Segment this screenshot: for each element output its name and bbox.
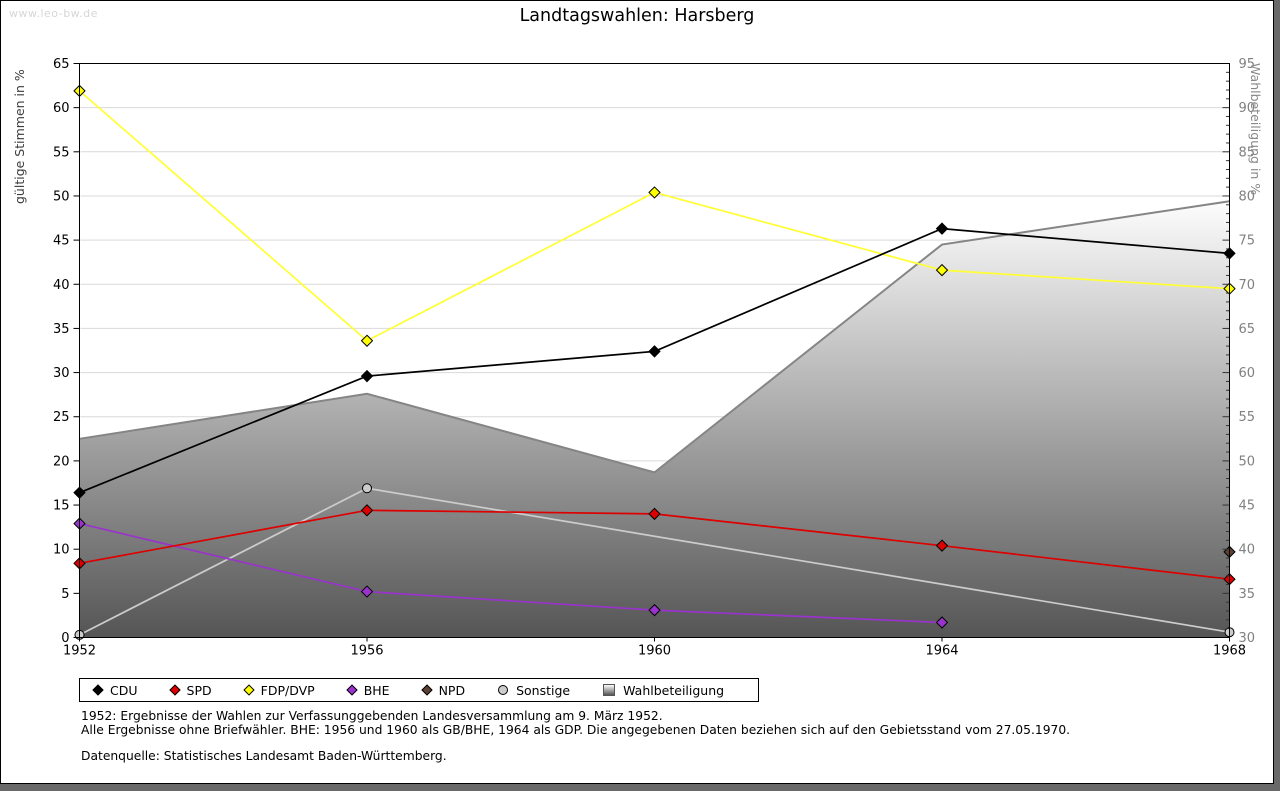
legend-label: FDP/DVP: [260, 682, 315, 698]
left-tick-label: 35: [53, 322, 70, 337]
left-tick-label: 15: [53, 499, 70, 514]
marker-sonstige: [362, 483, 372, 494]
right-tick-label: 80: [1239, 189, 1256, 204]
marker-fdp/dvp: [935, 263, 949, 277]
left-tick-label: 40: [53, 278, 70, 293]
left-tick-label: 25: [53, 410, 70, 425]
legend-item-spd: SPD: [168, 682, 212, 698]
bhe-marker-icon: [346, 684, 358, 696]
legend-item-npd: NPD: [420, 682, 466, 698]
right-tick-label: 45: [1239, 499, 1256, 514]
legend-label: Sonstige: [516, 682, 571, 698]
marker-bhe: [648, 603, 661, 617]
legend-item-bhe: BHE: [346, 682, 390, 698]
sonstige-marker-icon: [498, 685, 509, 695]
left-axis-title: gültige Stimmen in %: [12, 69, 27, 204]
right-tick-label: 95: [1239, 57, 1256, 72]
left-tick-label: 65: [53, 57, 70, 72]
left-tick-label: 60: [53, 101, 70, 116]
left-tick-label: 20: [53, 454, 70, 469]
legend-label: NPD: [438, 682, 466, 698]
legend-label: Wahlbeteiligung: [623, 682, 725, 698]
left-tick-label: 50: [53, 189, 70, 204]
footnote-line-2: Alle Ergebnisse ohne Briefwähler. BHE: 1…: [81, 722, 1071, 737]
marker-spd: [648, 507, 661, 521]
npd-marker-icon: [420, 684, 433, 696]
x-tick-label: 1952: [63, 644, 96, 659]
marker-fdp/dvp: [648, 186, 661, 199]
spd-marker-icon: [168, 684, 181, 696]
right-tick-label: 90: [1239, 101, 1256, 116]
right-tick-label: 70: [1239, 278, 1256, 293]
right-tick-label: 30: [1239, 631, 1256, 646]
right-tick-label: 40: [1239, 543, 1256, 558]
legend-item-fdp: FDP/DVP: [242, 682, 315, 698]
marker-spd: [360, 504, 374, 517]
legend-item-cdu: CDU: [92, 682, 138, 698]
marker-cdu: [360, 369, 374, 383]
wahlbeteiligung-area: [79, 201, 1230, 638]
footnotes: 1952: Ergebnisse der Wahlen zur Verfassu…: [81, 709, 1071, 764]
right-axis-title: Wahlbeteiligung in %: [1248, 63, 1263, 196]
left-tick-label: 0: [61, 631, 69, 646]
x-tick-label: 1956: [350, 644, 383, 659]
legend-item-wahlbeteiligung: Wahlbeteiligung: [603, 683, 724, 698]
left-tick-label: 30: [53, 366, 70, 381]
legend-item-sonstige: Sonstige: [498, 683, 570, 698]
cdu-marker-icon: [92, 684, 104, 696]
marker-bhe: [935, 616, 949, 629]
right-tick-label: 65: [1239, 322, 1256, 337]
left-tick-label: 10: [53, 543, 70, 558]
x-tick-label: 1960: [638, 644, 671, 659]
right-tick-label: 50: [1239, 454, 1256, 469]
wahlbeteiligung-area-border: [79, 200, 1230, 474]
page-title: Landtagswahlen: Harsberg: [519, 6, 755, 26]
right-tick-label: 60: [1239, 366, 1256, 381]
plot-frame: [79, 63, 1230, 638]
footnote-source: Datenquelle: Statistisches Landesamt Bad…: [81, 749, 447, 763]
fdp-marker-icon: [242, 684, 255, 696]
watermark: www.leo-bw.de: [9, 7, 98, 20]
legend-label: BHE: [363, 682, 390, 698]
right-tick-label: 35: [1239, 587, 1256, 602]
legend-label: SPD: [186, 682, 212, 698]
legend: CDU SPD FDP/DVP BHE NPD Sonstige Wahlbet…: [79, 678, 759, 702]
right-tick-label: 55: [1239, 410, 1256, 425]
footnote-line-1: 1952: Ergebnisse der Wahlen zur Verfassu…: [81, 709, 663, 723]
x-tick-label: 1964: [925, 644, 958, 659]
x-tick-label: 1968: [1213, 644, 1246, 659]
right-tick-label: 85: [1239, 145, 1256, 160]
left-tick-label: 5: [61, 587, 69, 602]
right-tick-label: 75: [1239, 234, 1256, 249]
marker-fdp/dvp: [360, 334, 374, 347]
left-tick-label: 45: [53, 234, 70, 249]
left-tick-label: 55: [53, 145, 70, 160]
marker-bhe: [360, 585, 374, 598]
series-line-bhe: [79, 522, 943, 624]
marker-cdu: [935, 222, 949, 235]
legend-label: CDU: [110, 682, 138, 698]
marker-cdu: [648, 345, 661, 358]
wahlbeteiligung-area-icon: [603, 684, 616, 696]
marker-spd: [935, 539, 949, 552]
